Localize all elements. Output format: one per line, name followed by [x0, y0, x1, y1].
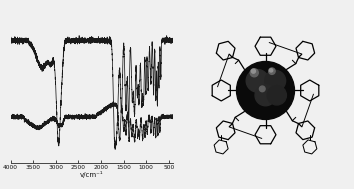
Circle shape [246, 70, 269, 92]
Circle shape [269, 68, 275, 74]
Circle shape [251, 69, 256, 73]
Circle shape [267, 86, 286, 105]
Circle shape [255, 85, 276, 106]
Circle shape [250, 69, 258, 77]
Circle shape [269, 69, 273, 72]
Circle shape [259, 86, 265, 92]
Circle shape [265, 70, 286, 91]
X-axis label: v/cm⁻¹: v/cm⁻¹ [80, 171, 104, 178]
Circle shape [236, 61, 295, 119]
